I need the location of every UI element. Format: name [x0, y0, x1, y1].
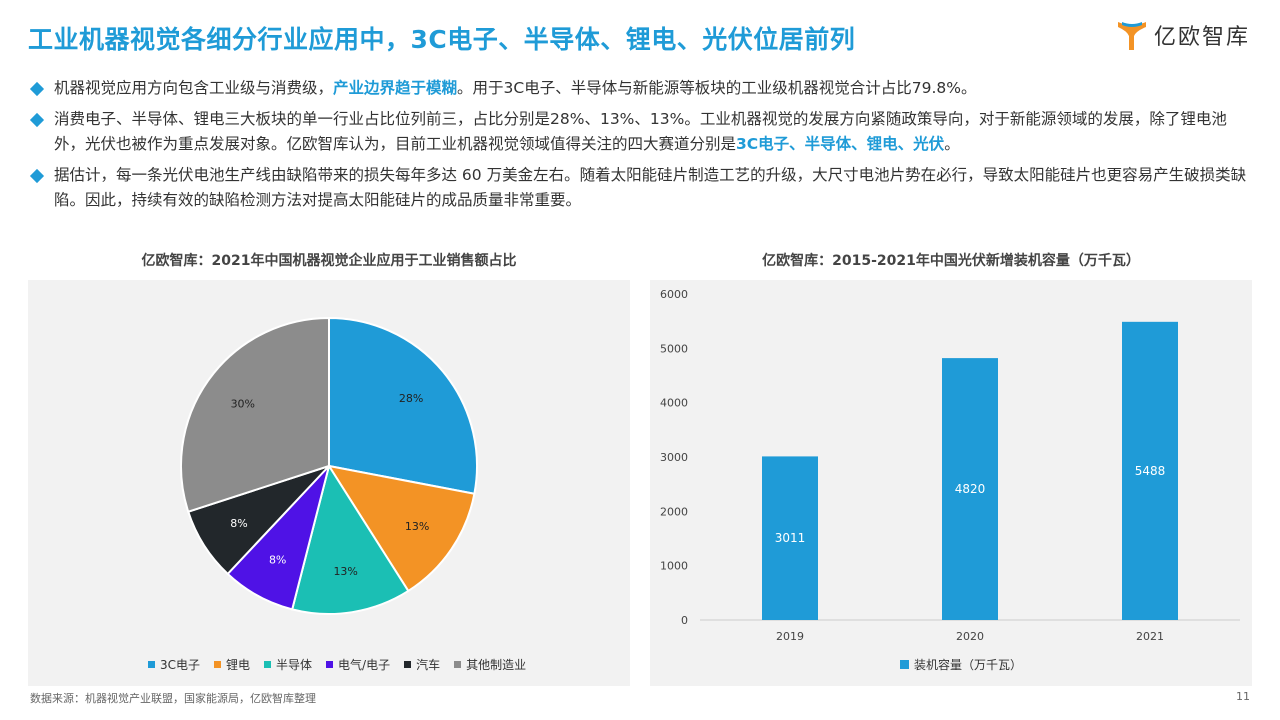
bullet-highlight: 3C电子、半导体、锂电、光伏 [736, 135, 945, 153]
legend-swatch [214, 661, 222, 668]
bullet-item: 消费电子、半导体、锂电三大板块的单一行业占比位列前三，占比分别是28%、13%、… [29, 107, 1255, 157]
legend-item: 锂电 [214, 656, 250, 673]
y-tick-label: 2000 [660, 505, 688, 518]
bar-data-label: 4820 [955, 482, 986, 496]
legend-swatch [900, 660, 909, 669]
bullet-list: 机器视觉应用方向包含工业级与消费级，产业边界趋于模糊。用于3C电子、半导体与新能… [29, 76, 1255, 219]
pie-slice [180, 316, 330, 513]
bullet-highlight: 产业边界趋于模糊 [333, 79, 458, 97]
pie-chart: 28% 13% 13% 8% 8% 30% [180, 316, 478, 615]
bullet-text: 机器视觉应用方向包含工业级与消费级， [54, 79, 334, 97]
diamond-bullet-icon [29, 168, 45, 184]
bar-chart-title: 亿欧智库：2015-2021年中国光伏新增装机容量（万千瓦） [762, 253, 1140, 269]
legend-label: 装机容量（万千瓦） [914, 658, 1023, 672]
pie-chart-panel: 28% 13% 13% 8% 8% 30% 3C电子 锂电 半导体 电气/电子 汽车 其他制造业 [28, 280, 630, 686]
bar-data-label: 3011 [775, 531, 806, 545]
data-source: 数据来源：机器视觉产业联盟，国家能源局，亿欧智库整理 [30, 692, 316, 705]
bar-data-label: 5488 [1135, 464, 1166, 478]
legend-item: 装机容量（万千瓦） [900, 656, 1022, 673]
bullet-item: 机器视觉应用方向包含工业级与消费级，产业边界趋于模糊。用于3C电子、半导体与新能… [29, 76, 1255, 101]
logo-text: 亿欧智库 [1153, 25, 1250, 50]
pie-data-label: 30% [231, 397, 255, 410]
legend-item: 汽车 [404, 656, 440, 673]
legend-item: 电气/电子 [326, 656, 390, 673]
legend-swatch [454, 661, 462, 668]
y-tick-label: 5000 [660, 342, 688, 355]
legend-item: 3C电子 [148, 656, 200, 673]
y-tick-label: 4000 [660, 397, 688, 410]
pie-legend: 3C电子 锂电 半导体 电气/电子 汽车 其他制造业 [148, 656, 526, 673]
diamond-bullet-icon [29, 81, 45, 97]
bar-chart-panel: 0 1000 2000 3000 4000 5000 6000 3011 2019 4820 202… [650, 280, 1252, 686]
y-tick-label: 1000 [660, 560, 688, 573]
pie-data-label: 13% [405, 520, 429, 533]
y-tick-label: 0 [681, 614, 688, 627]
pie-data-label: 28% [399, 392, 423, 405]
bar-legend: 装机容量（万千瓦） [900, 656, 1022, 673]
legend-label: 锂电 [226, 658, 251, 672]
legend-label: 汽车 [416, 658, 441, 672]
bar [942, 358, 998, 620]
legend-item: 其他制造业 [454, 656, 526, 673]
legend-label: 半导体 [276, 658, 313, 672]
logo-icon [1117, 22, 1146, 50]
page-title: 工业机器视觉各细分行业应用中，3C电子、半导体、锂电、光伏位居前列 [28, 25, 856, 54]
bullet-text: 。 [944, 135, 960, 153]
legend-item: 半导体 [264, 656, 312, 673]
pie-slice [328, 316, 478, 495]
page-number: 11 [1236, 690, 1250, 703]
x-tick-label: 2020 [956, 630, 984, 643]
bullet-text: 消费电子、半导体、锂电三大板块的单一行业占比位列前三，占比分别是28%、13%、… [54, 110, 1227, 153]
pie-data-label: 8% [269, 553, 286, 566]
y-tick-label: 3000 [660, 451, 688, 464]
pie-data-label: 13% [333, 565, 357, 578]
legend-swatch [264, 661, 272, 668]
y-tick-label: 6000 [660, 288, 688, 301]
bullet-text: 。用于3C电子、半导体与新能源等板块的工业级机器视觉合计占比79.8%。 [457, 79, 977, 97]
x-tick-label: 2019 [776, 630, 804, 643]
legend-label: 其他制造业 [466, 658, 527, 672]
x-tick-label: 2021 [1136, 630, 1164, 643]
pie-chart-title: 亿欧智库：2021年中国机器视觉企业应用于工业销售额占比 [141, 253, 517, 269]
bar [762, 456, 818, 620]
bullet-item: 据估计，每一条光伏电池生产线由缺陷带来的损失每年多达 60 万美金左右。随着太阳… [29, 163, 1255, 213]
legend-swatch [404, 661, 412, 668]
legend-swatch [326, 661, 334, 668]
legend-swatch [148, 661, 155, 668]
pie-data-label: 8% [230, 517, 247, 530]
bar [1122, 321, 1178, 620]
legend-label: 电气/电子 [338, 658, 391, 672]
logo: 亿欧智库 [1116, 18, 1250, 52]
diamond-bullet-icon [29, 112, 45, 128]
pie-slice [290, 463, 410, 615]
pie-slice [326, 464, 476, 593]
bullet-text: 据估计，每一条光伏电池生产线由缺陷带来的损失每年多达 60 万美金左右。随着太阳… [54, 166, 1247, 209]
bar-chart: 0 1000 2000 3000 4000 5000 6000 3011 2019 4820 202… [660, 288, 1240, 643]
legend-label: 3C电子 [160, 658, 201, 672]
